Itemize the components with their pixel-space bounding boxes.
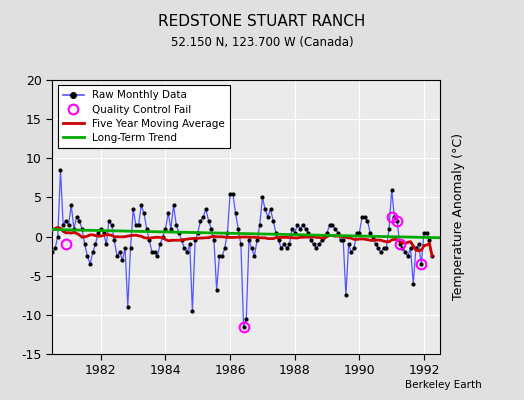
Text: REDSTONE STUART RANCH: REDSTONE STUART RANCH <box>158 14 366 29</box>
Y-axis label: Temperature Anomaly (°C): Temperature Anomaly (°C) <box>452 134 465 300</box>
Text: Berkeley Earth: Berkeley Earth <box>406 380 482 390</box>
Text: 52.150 N, 123.700 W (Canada): 52.150 N, 123.700 W (Canada) <box>171 36 353 49</box>
Legend: Raw Monthly Data, Quality Control Fail, Five Year Moving Average, Long-Term Tren: Raw Monthly Data, Quality Control Fail, … <box>58 85 230 148</box>
